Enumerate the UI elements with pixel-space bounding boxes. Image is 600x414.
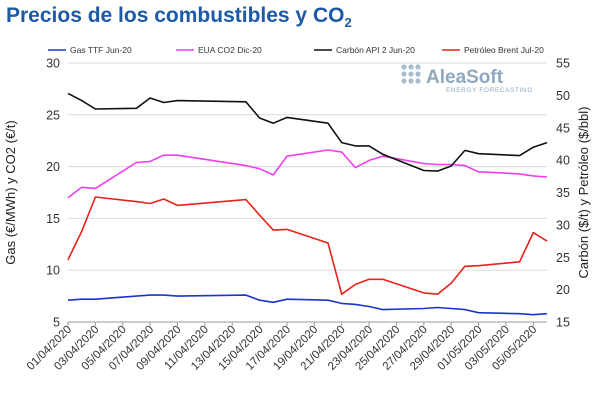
right-y-tick-label: 35	[556, 186, 570, 200]
logo-dot	[415, 64, 421, 70]
right-y-tick-label: 45	[556, 121, 570, 135]
page-title: Precios de los combustibles y CO2	[6, 4, 352, 30]
legend-entry: Carbón API 2 Jun-20	[336, 45, 415, 55]
left-y-tick-label: 10	[46, 264, 60, 278]
aleasoft-logo: AleaSoft ENERGY FORECASTING	[401, 64, 532, 94]
right-y-tick-label: 55	[556, 57, 570, 71]
right-y-axis-label: Carbón ($/t) y Petróleo ($/bbl)	[576, 107, 591, 279]
right-y-tick-label: 50	[556, 89, 570, 103]
right-y-tick-label: 25	[556, 251, 570, 265]
legend: Gas TTF Jun-20 EUA CO2 Dic-20 Carbón API 2…	[48, 45, 544, 55]
logo-dot	[408, 64, 414, 70]
left-y-axis-label: Gas (€/MWh) y CO2 (€/t)	[3, 120, 18, 264]
right-y-tick-label: 20	[556, 283, 570, 297]
logo-dot	[415, 78, 421, 84]
left-y-axis-ticks: 5 10 15 20 25 30	[46, 57, 60, 330]
series-line	[67, 149, 548, 199]
page-title-subscript: 2	[344, 15, 352, 31]
right-y-tick-label: 15	[556, 316, 570, 330]
logo-dot	[401, 78, 407, 84]
right-y-axis-ticks: 15 20 25 30 35 40 45 50 55	[556, 57, 570, 330]
logo-name: AleaSoft	[426, 67, 504, 88]
page-title-main: Precios de los combustibles y CO	[6, 4, 345, 27]
left-y-tick-label: 30	[46, 57, 60, 71]
logo-dot	[408, 78, 414, 84]
series-line	[67, 92, 548, 172]
right-y-tick-label: 40	[556, 154, 570, 168]
left-y-tick-label: 15	[46, 212, 60, 226]
legend-entry: Petróleo Brent Jul-20	[464, 45, 544, 55]
series-lines	[67, 92, 548, 316]
series-line	[67, 196, 548, 296]
logo-dot	[401, 71, 407, 77]
gridlines	[68, 62, 547, 271]
left-y-tick-label: 20	[46, 160, 60, 174]
logo-dot	[401, 64, 407, 70]
x-axis-ticks: 01/04/202003/04/202005/04/202007/04/2020…	[25, 322, 539, 373]
logo-dot	[415, 71, 421, 77]
series-line	[67, 294, 548, 316]
right-y-tick-label: 30	[556, 218, 570, 232]
logo-dot	[408, 71, 414, 77]
left-y-tick-label: 25	[46, 108, 60, 122]
legend-entry: EUA CO2 Dic-20	[198, 45, 262, 55]
left-y-tick-label: 5	[53, 316, 60, 330]
logo-tagline: ENERGY FORECASTING	[446, 87, 533, 94]
legend-entry: Gas TTF Jun-20	[70, 45, 132, 55]
